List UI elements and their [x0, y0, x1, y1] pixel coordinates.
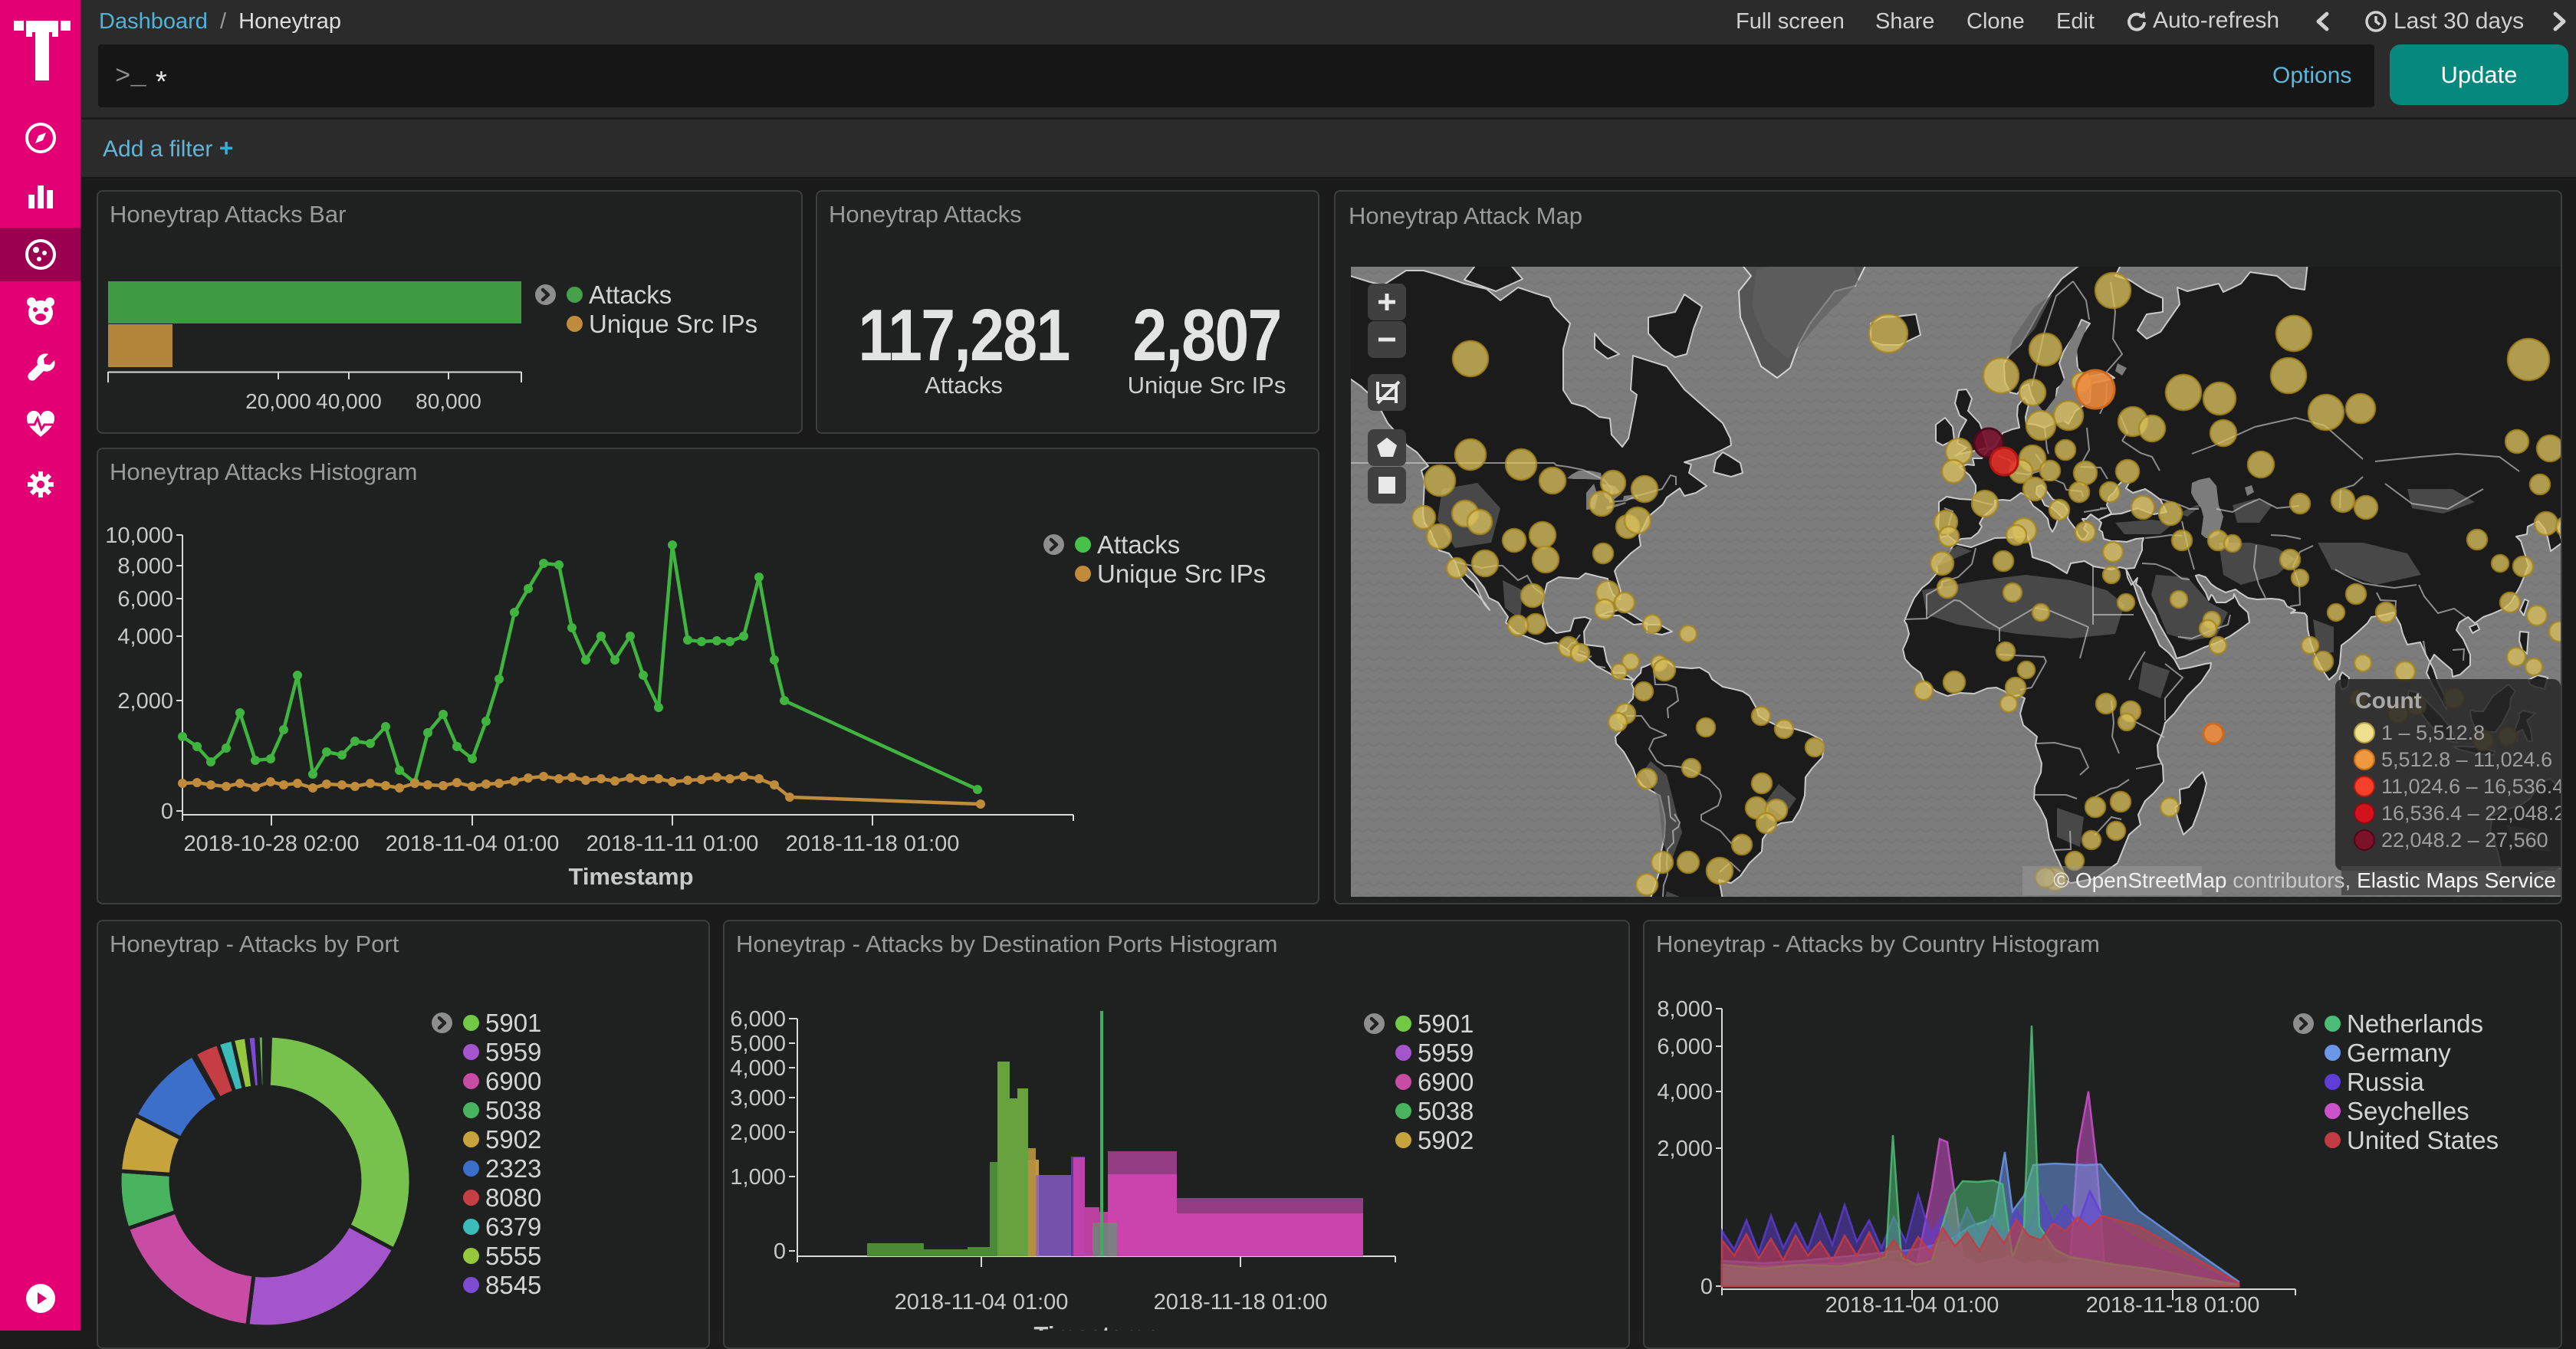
svg-text:0: 0 — [1700, 1275, 1713, 1299]
svg-text:40,000: 40,000 — [316, 389, 382, 413]
svg-text:2018-11-18 01:00: 2018-11-18 01:00 — [1154, 1290, 1328, 1315]
svg-text:3,000: 3,000 — [730, 1086, 786, 1111]
svg-text:2018-11-18 01:00: 2018-11-18 01:00 — [786, 832, 960, 856]
svg-text:Count: Count — [2355, 688, 2422, 714]
svg-text:2018-10-28 02:00: 2018-10-28 02:00 — [184, 832, 360, 856]
svg-text:6,000: 6,000 — [1657, 1035, 1713, 1059]
svg-text:80,000: 80,000 — [416, 389, 481, 413]
svg-text:2,000: 2,000 — [1657, 1137, 1713, 1161]
svg-text:22,048.2 – 27,560: 22,048.2 – 27,560 — [2381, 829, 2548, 852]
svg-text:8,000: 8,000 — [117, 554, 173, 579]
svg-text:20,000: 20,000 — [245, 389, 311, 413]
svg-text:4,000: 4,000 — [117, 625, 173, 649]
svg-text:2018-11-04 01:00: 2018-11-04 01:00 — [386, 832, 560, 856]
svg-text:5,000: 5,000 — [730, 1032, 786, 1056]
svg-text:Timestamp: Timestamp — [1033, 1321, 1158, 1331]
svg-text:2018-11-11 01:00: 2018-11-11 01:00 — [586, 832, 759, 856]
svg-text:Timestamp: Timestamp — [1946, 1326, 2071, 1331]
svg-text:0: 0 — [774, 1239, 786, 1264]
svg-text:2018-11-18 01:00: 2018-11-18 01:00 — [2086, 1293, 2260, 1318]
svg-text:6,000: 6,000 — [117, 587, 173, 612]
svg-text:Timestamp: Timestamp — [568, 863, 693, 890]
svg-text:1,000: 1,000 — [730, 1165, 786, 1190]
svg-text:4,000: 4,000 — [1657, 1080, 1713, 1104]
svg-text:11,024.6 – 16,536.4: 11,024.6 – 16,536.4 — [2381, 775, 2562, 798]
svg-text:8,000: 8,000 — [1657, 997, 1713, 1022]
svg-text:2018-11-04 01:00: 2018-11-04 01:00 — [895, 1290, 1069, 1315]
svg-text:5,512.8 – 11,024.6: 5,512.8 – 11,024.6 — [2381, 748, 2552, 771]
svg-text:4,000: 4,000 — [730, 1056, 786, 1081]
svg-text:2,000: 2,000 — [117, 689, 173, 714]
svg-text:6,000: 6,000 — [730, 1007, 786, 1032]
svg-text:10,000: 10,000 — [105, 524, 173, 548]
svg-text:16,536.4 – 22,048.2: 16,536.4 – 22,048.2 — [2381, 802, 2562, 825]
svg-text:2,000: 2,000 — [730, 1121, 786, 1145]
svg-text:2018-11-04 01:00: 2018-11-04 01:00 — [1825, 1293, 1999, 1318]
svg-text:© OpenStreetMap contributors,: © OpenStreetMap contributors, Elastic Ma… — [2053, 868, 2556, 892]
svg-text:1 – 5,512.8: 1 – 5,512.8 — [2381, 721, 2485, 744]
svg-text:0: 0 — [161, 799, 173, 824]
